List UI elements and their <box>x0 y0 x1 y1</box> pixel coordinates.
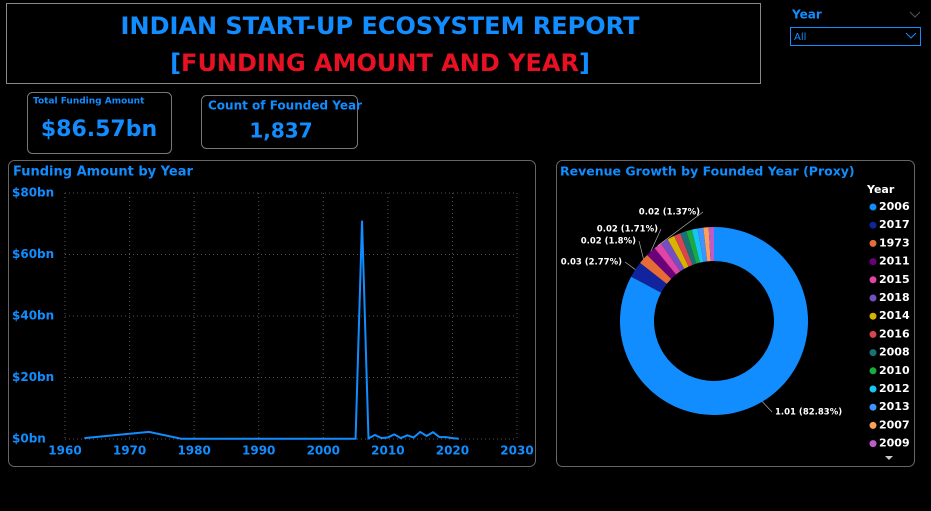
donut-slice <box>640 254 672 284</box>
chart-title: Funding Amount by Year <box>13 165 193 180</box>
legend-marker <box>869 258 877 266</box>
data-label: 0.02 (1.71%) <box>597 225 658 235</box>
legend-marker <box>869 421 877 429</box>
donut-slice <box>661 239 685 272</box>
card-value: 1,837 <box>249 119 312 143</box>
bracket: ] <box>579 49 590 77</box>
leader-line <box>762 401 773 413</box>
legend-title: Year <box>866 183 895 196</box>
legend-label: 2012 <box>879 382 910 395</box>
card-label: Count of Founded Year <box>208 99 362 113</box>
donut-slice <box>686 229 700 264</box>
card <box>201 95 358 149</box>
y-tick-label: $40bn <box>12 309 54 323</box>
card-label: Total Funding Amount <box>33 97 145 107</box>
legend-marker <box>869 312 877 320</box>
legend-label: 2014 <box>879 309 910 322</box>
legend-label: 2009 <box>879 437 910 450</box>
donut-slice <box>697 227 708 262</box>
donut-slice <box>667 235 689 269</box>
donut-slice <box>691 228 704 263</box>
y-tick-label: $80bn <box>12 186 54 200</box>
legend-marker <box>869 276 877 284</box>
slicer-dropdown[interactable] <box>790 27 921 46</box>
donut-slice <box>631 262 667 293</box>
leader-line <box>657 211 704 246</box>
leader-line <box>624 261 636 270</box>
x-tick-label: 1990 <box>242 444 275 458</box>
legend-label: 2018 <box>879 291 910 304</box>
y-tick-label: $60bn <box>12 247 54 261</box>
chart-title: Revenue Growth by Founded Year (Proxy) <box>560 164 855 179</box>
legend-label: 1973 <box>879 236 910 249</box>
donut-slice <box>703 227 711 262</box>
legend-label: 2013 <box>879 400 910 413</box>
x-tick-label: 2030 <box>500 444 533 458</box>
donut-slice <box>654 243 681 275</box>
data-label: 0.03 (2.77%) <box>561 258 622 268</box>
x-tick-label: 1980 <box>177 444 210 458</box>
x-tick-label: 2000 <box>307 444 340 458</box>
legend-marker <box>869 239 877 247</box>
x-tick-label: 1960 <box>48 444 81 458</box>
legend-marker <box>869 349 877 357</box>
x-tick-label: 2010 <box>371 444 404 458</box>
card-value: $86.57bn <box>41 117 157 142</box>
legend-marker <box>869 367 877 375</box>
header-box <box>6 3 761 84</box>
donut-slice <box>708 227 714 262</box>
header-title: INDIAN START-UP ECOSYSTEM REPORT <box>121 12 641 40</box>
legend-marker <box>869 440 877 448</box>
legend-label: 2011 <box>879 255 910 268</box>
data-label: 0.02 (1.8%) <box>581 237 636 247</box>
legend-label: 2010 <box>879 364 910 377</box>
legend-marker <box>869 403 877 411</box>
legend-label: 2008 <box>879 346 910 359</box>
legend-label: 2015 <box>879 273 910 286</box>
donut-slice <box>620 227 808 416</box>
legend-label: 2017 <box>879 218 910 231</box>
donut-slice <box>674 233 693 267</box>
y-tick-label: $20bn <box>12 370 54 384</box>
legend-label: 2006 <box>879 200 910 213</box>
slicer-value: All <box>794 32 806 43</box>
slicer-label: Year <box>791 8 822 22</box>
legend-marker <box>869 221 877 229</box>
panel <box>8 160 536 467</box>
card <box>27 92 172 154</box>
leader-line <box>650 228 662 252</box>
x-tick-label: 2020 <box>436 444 469 458</box>
bracket: [ <box>170 49 181 77</box>
legend-marker <box>869 330 877 338</box>
dropdown-arrow[interactable] <box>905 32 917 39</box>
data-label: 0.02 (1.37%) <box>639 208 700 218</box>
legend-label: 2016 <box>879 327 910 340</box>
slicer-collapse[interactable] <box>909 11 921 18</box>
legend-marker <box>869 203 877 211</box>
legend-marker <box>869 385 877 393</box>
data-label: 1.01 (82.83%) <box>775 408 842 418</box>
legend-label: 2007 <box>879 418 910 431</box>
header-subtitle: [FUNDING AMOUNT AND YEAR] <box>170 49 590 77</box>
donut-slice <box>680 231 697 265</box>
leader-line <box>638 240 644 259</box>
y-tick-label: $0bn <box>12 432 46 446</box>
subtitle-text: FUNDING AMOUNT AND YEAR <box>181 49 579 77</box>
x-tick-label: 1970 <box>113 444 146 458</box>
donut-slice <box>647 248 677 279</box>
legend-marker <box>869 294 877 302</box>
panel <box>556 160 915 467</box>
data-line <box>84 220 459 441</box>
legend-scroll[interactable] <box>885 456 893 460</box>
